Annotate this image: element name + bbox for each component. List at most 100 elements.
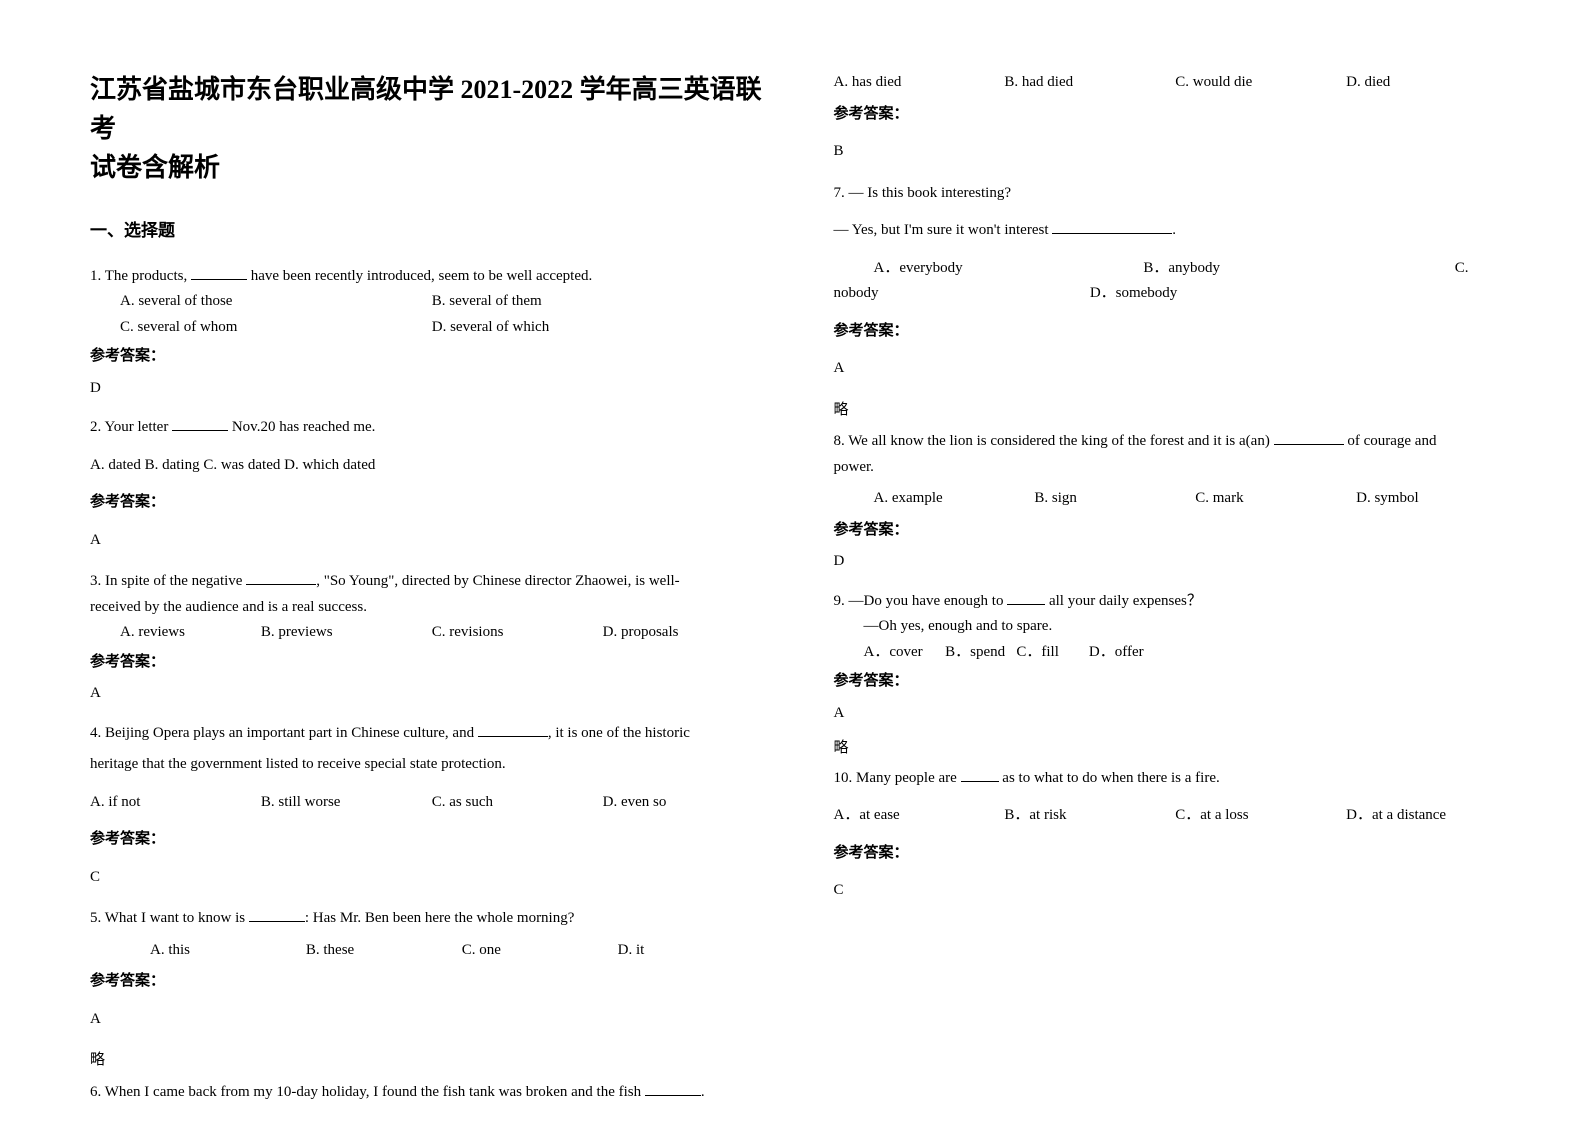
lue: 略: [834, 398, 1518, 424]
q5-answer: A: [90, 1007, 774, 1033]
answer-label: 参考答案：: [90, 344, 774, 370]
q3-stem-a: 3. In spite of the negative: [90, 573, 246, 589]
q8-opt-d: D. symbol: [1356, 486, 1517, 512]
q1-opt-d: D. several of which: [432, 315, 774, 341]
q1-opt-c: C. several of whom: [90, 315, 432, 341]
q3-opt-a: A. reviews: [90, 620, 261, 646]
left-column: 江苏省盐城市东台职业高级中学 2021-2022 学年高三英语联考 试卷含解析 …: [90, 70, 774, 1082]
q10-opt-d: D．at a distance: [1346, 803, 1517, 829]
q2-stem-b: Nov.20 has reached me.: [228, 419, 375, 435]
answer-label: 参考答案：: [90, 827, 774, 853]
answer-label: 参考答案：: [90, 650, 774, 676]
answer-label: 参考答案：: [90, 969, 774, 995]
q8-stem-c: power.: [834, 455, 1518, 481]
q1-stem-a: 1. The products,: [90, 268, 191, 284]
q4-answer: C: [90, 865, 774, 891]
q1-answer: D: [90, 376, 774, 402]
q10-opt-b: B．at risk: [1004, 803, 1175, 829]
answer-label: 参考答案：: [834, 319, 1518, 345]
q6-stem-b: .: [701, 1084, 705, 1100]
q6-opt-d: D. died: [1346, 70, 1517, 96]
q3-opt-b: B. previews: [261, 620, 432, 646]
q1-opt-b: B. several of them: [432, 289, 774, 315]
answer-label: 参考答案：: [90, 490, 774, 516]
q4-opt-b: B. still worse: [261, 790, 432, 816]
q4-stem-c: heritage that the government listed to r…: [90, 752, 774, 778]
blank: [249, 907, 305, 922]
spacer: [834, 486, 874, 512]
q4-stem-b: , it is one of the historic: [548, 725, 690, 741]
q10-stem-a: 10. Many people are: [834, 770, 961, 786]
q10-stem-b: as to what to do when there is a fire.: [999, 770, 1220, 786]
q9-stem-c: —Oh yes, enough and to spare.: [834, 614, 1518, 640]
question-7: 7. — Is this book interesting?: [834, 181, 1518, 207]
q9-options: A．cover B．spend C．fill D．offer: [834, 640, 1518, 666]
q5-opt-b: B. these: [306, 938, 462, 964]
q7-options-row-2: nobody D．somebody: [834, 281, 1518, 307]
q8-opt-b: B. sign: [1034, 486, 1195, 512]
question-4: 4. Beijing Opera plays an important part…: [90, 721, 774, 747]
q7-opt-a: A．everybody: [874, 256, 1144, 282]
q4-opt-c: C. as such: [432, 790, 603, 816]
q4-stem-a: 4. Beijing Opera plays an important part…: [90, 725, 478, 741]
answer-label: 参考答案：: [834, 669, 1518, 695]
q6-opt-c: C. would die: [1175, 70, 1346, 96]
q3-opt-d: D. proposals: [603, 620, 774, 646]
q3-options: A. reviews B. previews C. revisions D. p…: [90, 620, 774, 646]
q5-stem-a: 5. What I want to know is: [90, 910, 249, 926]
blank: [478, 722, 548, 737]
lue: 略: [90, 1048, 774, 1074]
blank: [961, 767, 999, 782]
q3-answer: A: [90, 681, 774, 707]
q4-opt-d: D. even so: [603, 790, 774, 816]
q8-opt-a: A. example: [874, 486, 1035, 512]
blank: [172, 416, 228, 431]
q5-opt-d: D. it: [618, 938, 774, 964]
blank: [191, 265, 247, 280]
q7-stem-2a: — Yes, but I'm sure it won't interest: [834, 222, 1053, 238]
q7-opt-c: C.: [1455, 256, 1517, 282]
answer-label: 参考答案：: [834, 518, 1518, 544]
q1-options-row-1: A. several of those B. several of them: [90, 289, 774, 315]
q5-stem-b: : Has Mr. Ben been here the whole mornin…: [305, 910, 575, 926]
q6-options: A. has died B. had died C. would die D. …: [834, 70, 1518, 96]
q7-opt-d: D．somebody: [1090, 281, 1517, 307]
title-line-1: 江苏省盐城市东台职业高级中学 2021-2022 学年高三英语联考: [90, 70, 774, 148]
q5-options: A. this B. these C. one D. it: [90, 938, 774, 964]
question-6: 6. When I came back from my 10-day holid…: [90, 1080, 774, 1106]
q9-answer: A: [834, 701, 1518, 727]
q1-opt-a: A. several of those: [90, 289, 432, 315]
q6-stem-a: 6. When I came back from my 10-day holid…: [90, 1084, 645, 1100]
question-5: 5. What I want to know is : Has Mr. Ben …: [90, 906, 774, 932]
q7-stem-2: — Yes, but I'm sure it won't interest .: [834, 218, 1518, 244]
q7-answer: A: [834, 356, 1518, 382]
title-line-2: 试卷含解析: [90, 148, 774, 187]
answer-label: 参考答案：: [834, 102, 1518, 128]
question-8: 8. We all know the lion is considered th…: [834, 429, 1518, 455]
q10-answer: C: [834, 878, 1518, 904]
question-2: 2. Your letter Nov.20 has reached me.: [90, 415, 774, 441]
q2-options: A. dated B. dating C. was dated D. which…: [90, 453, 774, 479]
q10-opt-a: A．at ease: [834, 803, 1005, 829]
q1-options-row-2: C. several of whom D. several of which: [90, 315, 774, 341]
q4-options: A. if not B. still worse C. as such D. e…: [90, 790, 774, 816]
q6-opt-b: B. had died: [1004, 70, 1175, 96]
q7-opt-b: B．anybody: [1143, 256, 1454, 282]
right-column: A. has died B. had died C. would die D. …: [834, 70, 1518, 1082]
question-9: 9. —Do you have enough to all your daily…: [834, 589, 1518, 615]
q8-stem-a: 8. We all know the lion is considered th…: [834, 433, 1274, 449]
q5-opt-a: A. this: [150, 938, 306, 964]
spacer: [90, 938, 150, 964]
q10-options: A．at ease B．at risk C．at a loss D．at a d…: [834, 803, 1518, 829]
q3-opt-c: C. revisions: [432, 620, 603, 646]
q8-options: A. example B. sign C. mark D. symbol: [834, 486, 1518, 512]
q7-options-row-1: A．everybody B．anybody C.: [834, 256, 1518, 282]
spacer: [834, 256, 874, 282]
q2-answer: A: [90, 528, 774, 554]
q8-stem-b: of courage and: [1344, 433, 1437, 449]
q1-stem-b: have been recently introduced, seem to b…: [247, 268, 592, 284]
q8-answer: D: [834, 549, 1518, 575]
question-3: 3. In spite of the negative , "So Young"…: [90, 569, 774, 595]
q3-stem-b: , "So Young", directed by Chinese direct…: [316, 573, 679, 589]
q4-opt-a: A. if not: [90, 790, 261, 816]
